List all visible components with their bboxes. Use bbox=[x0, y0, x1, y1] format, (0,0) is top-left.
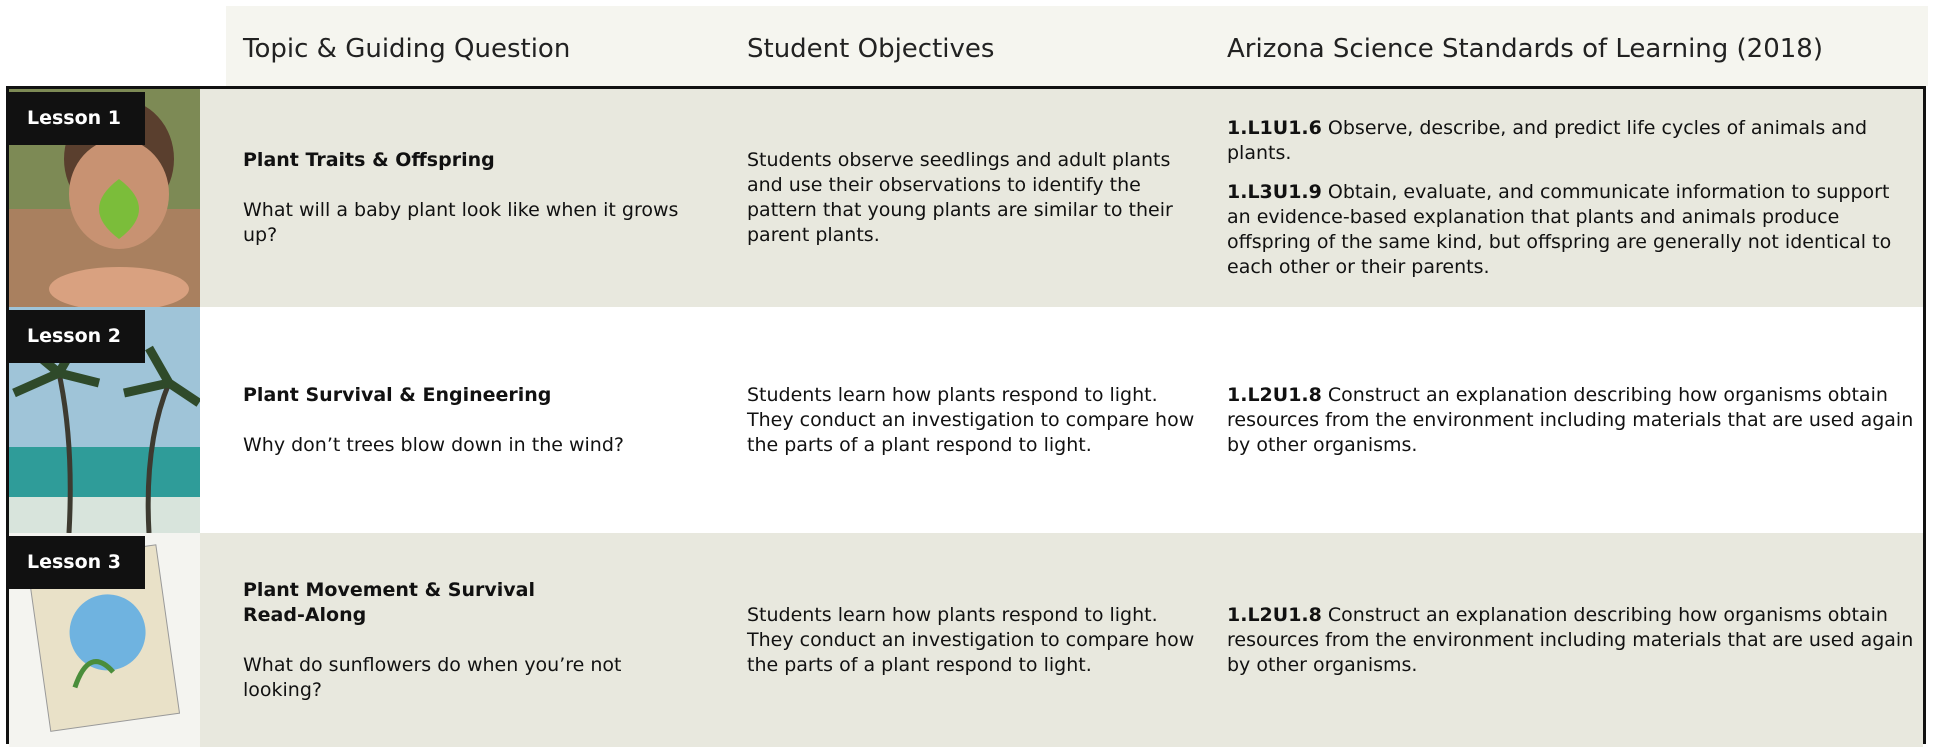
lesson-image: Lesson 2 bbox=[9, 307, 200, 533]
objectives: Students observe seedlings and adult pla… bbox=[747, 149, 1173, 246]
objectives-cell: Students observe seedlings and adult pla… bbox=[747, 89, 1207, 307]
standard-code: 1.L1U1.6 bbox=[1227, 117, 1322, 139]
header-cell: Student Objectives bbox=[747, 34, 995, 64]
objectives-cell: Students learn how plants respond to lig… bbox=[747, 307, 1207, 533]
lesson-row: Lesson 3 Plant Movement & Survival Read-… bbox=[9, 533, 1923, 747]
standard: 1.L3U1.9 Obtain, evaluate, and communica… bbox=[1227, 180, 1917, 280]
standard-text: Construct an explanation describing how … bbox=[1227, 383, 1914, 456]
question: Why don’t trees blow down in the wind? bbox=[243, 433, 624, 456]
standard-code: 1.L3U1.9 bbox=[1227, 181, 1322, 203]
standard-text: Obtain, evaluate, and communicate inform… bbox=[1227, 181, 1892, 278]
standard-code: 1.L2U1.8 bbox=[1227, 603, 1322, 626]
lesson-image: Lesson 1 bbox=[9, 89, 200, 307]
standard-text: Construct an explanation describing how … bbox=[1227, 603, 1914, 676]
lesson-row: Lesson 2 Plant Survival & Engineering Why… bbox=[9, 307, 1923, 533]
objectives-cell: Students learn how plants respond to lig… bbox=[747, 533, 1207, 747]
lesson-row: Lesson 1 Plant Traits & Offspring What wi… bbox=[9, 89, 1923, 307]
lesson-table: Lesson 1 Plant Traits & Offspring What wi… bbox=[6, 86, 1926, 747]
standard: 1.L2U1.8 Construct an explanation descri… bbox=[1227, 383, 1917, 458]
header-cell: Topic & Guiding Question bbox=[243, 34, 571, 64]
topic-cell: Plant Survival & Engineering Why don’t tr… bbox=[243, 307, 683, 533]
topic-cell: Plant Traits & Offspring What will a baby… bbox=[243, 89, 683, 307]
standard-code: 1.L2U1.8 bbox=[1227, 383, 1322, 406]
standard: 1.L2U1.8 Construct an explanation descri… bbox=[1227, 603, 1917, 678]
objectives: Students learn how plants respond to lig… bbox=[747, 383, 1195, 456]
standard: 1.L1U1.6 Observe, describe, and predict … bbox=[1227, 116, 1917, 166]
lesson-label: Lesson 1 bbox=[9, 92, 145, 145]
standards-cell: 1.L1U1.6 Observe, describe, and predict … bbox=[1227, 89, 1917, 307]
topic: Plant Movement & Survival Read-Along bbox=[243, 578, 536, 626]
lesson-image: Lesson 3 bbox=[9, 533, 200, 747]
lesson-label: Lesson 3 bbox=[9, 536, 145, 589]
header-cell: Arizona Science Standards of Learning (2… bbox=[1227, 34, 1823, 64]
standard-text: Observe, describe, and predict life cycl… bbox=[1227, 117, 1868, 164]
lesson-label: Lesson 2 bbox=[9, 310, 145, 363]
question: What will a baby plant look like when it… bbox=[243, 199, 679, 246]
topic-cell: Plant Movement & Survival Read-Along What… bbox=[243, 533, 683, 747]
question: What do sunflowers do when you’re not lo… bbox=[243, 653, 622, 701]
standards-cell: 1.L2U1.8 Construct an explanation descri… bbox=[1227, 533, 1917, 747]
standards-cell: 1.L2U1.8 Construct an explanation descri… bbox=[1227, 307, 1917, 533]
header: Topic & Guiding Question Student Objecti… bbox=[226, 6, 1928, 86]
topic: Plant Traits & Offspring bbox=[243, 149, 495, 171]
topic: Plant Survival & Engineering bbox=[243, 383, 552, 406]
objectives: Students learn how plants respond to lig… bbox=[747, 603, 1195, 676]
